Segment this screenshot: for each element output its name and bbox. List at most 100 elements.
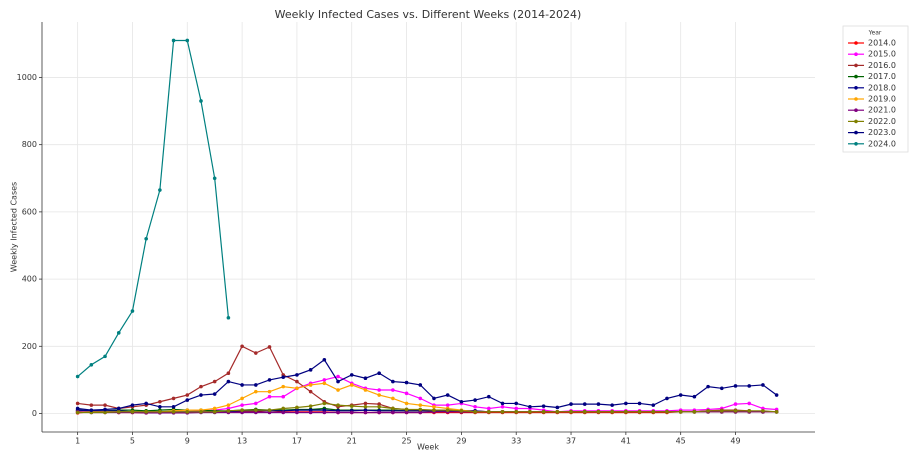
- data-point: [404, 380, 409, 385]
- data-point: [596, 410, 601, 414]
- data-point: [500, 401, 505, 406]
- data-point: [514, 410, 519, 414]
- data-point: [391, 396, 395, 401]
- data-point: [404, 401, 409, 406]
- data-point: [103, 407, 107, 412]
- data-point: [624, 410, 628, 414]
- data-point: [445, 408, 450, 412]
- data-point: [308, 383, 313, 387]
- x-tick-label: 45: [676, 437, 686, 446]
- legend-label: 2018.0: [868, 83, 896, 92]
- y-tick-label: 400: [22, 275, 37, 284]
- data-point: [363, 410, 368, 415]
- y-tick-label: 1000: [17, 73, 37, 82]
- legend-marker: [854, 108, 858, 112]
- data-point: [363, 401, 368, 406]
- data-point: [267, 345, 272, 349]
- legend-marker: [854, 119, 858, 124]
- series-line: [77, 358, 777, 411]
- data-point: [240, 403, 244, 407]
- data-point: [212, 406, 217, 411]
- x-tick-label: 37: [566, 437, 576, 446]
- data-point: [377, 371, 381, 375]
- legend-label: 2021.0: [868, 106, 896, 115]
- data-point: [555, 405, 560, 410]
- chart-title: Weekly Infected Cases vs. Different Week…: [275, 8, 582, 21]
- x-tick-label: 33: [511, 437, 521, 446]
- data-point: [761, 383, 765, 387]
- data-point: [349, 410, 354, 415]
- data-point: [267, 389, 272, 394]
- data-point: [130, 403, 135, 407]
- data-point: [651, 410, 656, 414]
- legend-marker: [854, 97, 858, 101]
- data-point: [692, 410, 697, 414]
- data-point: [75, 410, 80, 415]
- data-point: [349, 373, 354, 377]
- data-point: [130, 410, 135, 414]
- data-point: [254, 389, 258, 394]
- data-point: [747, 384, 752, 388]
- data-point: [528, 410, 532, 414]
- data-point: [678, 410, 683, 414]
- data-point: [295, 373, 299, 377]
- data-point: [144, 410, 148, 414]
- legend-label: 2016.0: [868, 61, 896, 70]
- data-point: [267, 408, 272, 412]
- data-point: [308, 410, 313, 415]
- data-point: [418, 403, 423, 407]
- data-point: [582, 410, 587, 414]
- x-tick-label: 1: [75, 437, 80, 446]
- data-point: [363, 388, 368, 392]
- data-point: [363, 404, 368, 409]
- y-tick-label: 0: [32, 409, 37, 418]
- data-point: [651, 403, 656, 407]
- data-point: [336, 410, 340, 415]
- data-point: [199, 99, 203, 103]
- data-point: [665, 410, 669, 414]
- legend-marker: [854, 41, 858, 45]
- data-point: [185, 398, 190, 402]
- legend-marker: [854, 86, 858, 90]
- data-point: [185, 393, 190, 397]
- data-point: [706, 384, 710, 389]
- y-tick-label: 600: [22, 207, 37, 216]
- data-point: [363, 376, 368, 381]
- data-point: [404, 391, 409, 396]
- data-point: [116, 331, 121, 335]
- data-point: [349, 404, 354, 408]
- data-point: [226, 315, 231, 320]
- legend-label: 2024.0: [868, 139, 896, 148]
- data-point: [377, 410, 381, 415]
- data-point: [733, 409, 738, 413]
- y-tick-label: 200: [22, 342, 37, 351]
- data-point: [569, 410, 573, 414]
- data-point: [254, 383, 258, 387]
- data-point: [75, 374, 80, 379]
- data-point: [240, 383, 244, 387]
- data-point: [377, 402, 381, 406]
- data-point: [445, 403, 450, 407]
- legend-marker: [854, 142, 858, 146]
- data-point: [377, 393, 381, 397]
- data-point: [596, 402, 601, 406]
- data-point: [404, 410, 409, 415]
- data-point: [171, 404, 176, 409]
- data-point: [240, 344, 244, 349]
- data-point: [665, 396, 669, 401]
- data-point: [75, 401, 80, 406]
- data-point: [295, 386, 299, 391]
- data-point: [624, 401, 628, 406]
- data-point: [199, 393, 203, 397]
- data-point: [418, 410, 423, 415]
- data-point: [774, 410, 779, 414]
- data-point: [473, 404, 477, 409]
- data-point: [500, 404, 505, 409]
- legend-label: 2019.0: [868, 95, 896, 104]
- x-tick-label: 9: [185, 437, 190, 446]
- data-point: [185, 38, 190, 43]
- data-point: [610, 403, 614, 407]
- data-point: [720, 409, 724, 413]
- data-point: [158, 399, 162, 404]
- x-tick-label: 21: [347, 437, 357, 446]
